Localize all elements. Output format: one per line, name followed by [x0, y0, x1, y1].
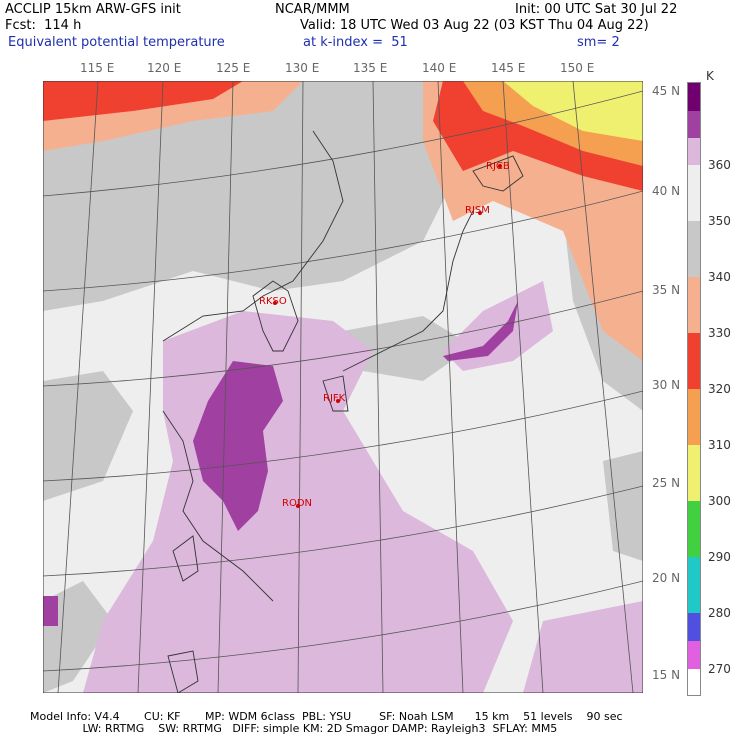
- region-370: [193, 361, 283, 531]
- lat-label: 45 N: [652, 84, 681, 98]
- colorbar-swatch: [688, 83, 700, 111]
- region-330: [43, 81, 243, 121]
- region-370: [43, 596, 58, 626]
- forecast-hour: Fcst: 114 h: [5, 18, 82, 33]
- lat-label: 15 N: [652, 668, 681, 682]
- colorbar-unit: K: [706, 69, 714, 83]
- lon-label: 150 E: [560, 61, 595, 75]
- colorbar-label: 320: [708, 382, 731, 396]
- colorbar-label: 270: [708, 662, 731, 676]
- region-350: [603, 451, 643, 561]
- colorbar-swatch: [688, 557, 700, 613]
- organization-label: NCAR/MMM: [275, 2, 350, 17]
- lon-label: 115 E: [80, 61, 115, 75]
- colorbar-label: 300: [708, 494, 731, 508]
- region-365: [83, 311, 513, 693]
- colorbar-label: 290: [708, 550, 731, 564]
- colorbar-label: 330: [708, 326, 731, 340]
- colorbar-swatch: [688, 165, 700, 221]
- colorbar-label: 360: [708, 158, 731, 172]
- model-title: ACCLIP 15km ARW-GFS init: [5, 2, 181, 17]
- region-365: [523, 601, 643, 693]
- graticule: [43, 81, 643, 693]
- region-350: [43, 371, 133, 501]
- lon-label: 145 E: [491, 61, 526, 75]
- lat-label: 20 N: [652, 571, 681, 585]
- colorbar-swatch: [688, 333, 700, 389]
- region-310: [503, 81, 643, 141]
- level-label: at k-index = 51: [303, 35, 408, 50]
- colorbar-label: 310: [708, 438, 731, 452]
- colorbar-swatch: [688, 613, 700, 641]
- coastline: [162, 130, 524, 693]
- colorbar-label: 340: [708, 270, 731, 284]
- region-370: [443, 301, 518, 361]
- lon-label: 125 E: [216, 61, 251, 75]
- colorbar-swatch: [688, 138, 700, 165]
- init-time: Init: 00 UTC Sat 30 Jul 22: [515, 2, 678, 17]
- lon-label: 130 E: [285, 61, 320, 75]
- colorbar-swatch: [688, 111, 700, 138]
- colorbar-swatch: [688, 501, 700, 557]
- footer-physics-info: LW: RRTMG SW: RRTMG DIFF: simple KM: 2D …: [30, 722, 558, 735]
- region-350: [343, 316, 473, 381]
- valid-time: Valid: 18 UTC Wed 03 Aug 22 (03 KST Thu …: [300, 18, 649, 33]
- lat-label: 30 N: [652, 378, 681, 392]
- field-name: Equivalent potential temperature: [8, 35, 225, 50]
- colorbar-swatch: [688, 221, 700, 277]
- smoothing-label: sm= 2: [577, 35, 620, 50]
- station-label: RODN: [282, 498, 312, 509]
- region-350: [43, 581, 113, 693]
- map-panel: [43, 81, 643, 693]
- lat-label: 25 N: [652, 476, 681, 490]
- colorbar-swatch: [688, 445, 700, 501]
- station-label: RJSM: [465, 205, 490, 216]
- lat-label: 35 N: [652, 283, 681, 297]
- footer-model-info: Model Info: V4.4 CU: KF MP: WDM 6class P…: [30, 710, 623, 723]
- lon-label: 120 E: [147, 61, 182, 75]
- lon-label: 140 E: [422, 61, 457, 75]
- station-label: RKSO: [259, 296, 287, 307]
- colorbar-swatch: [688, 389, 700, 445]
- station-label: RJFK: [323, 393, 346, 404]
- station-label: RJCB: [486, 161, 510, 172]
- colorbar-swatch: [688, 641, 700, 669]
- colorbar-label: 280: [708, 606, 731, 620]
- lat-label: 40 N: [652, 184, 681, 198]
- colorbar-label: 350: [708, 214, 731, 228]
- colorbar-swatch: [688, 277, 700, 333]
- lon-label: 135 E: [353, 61, 388, 75]
- station-markers: [273, 164, 502, 508]
- colorbar: [687, 82, 701, 696]
